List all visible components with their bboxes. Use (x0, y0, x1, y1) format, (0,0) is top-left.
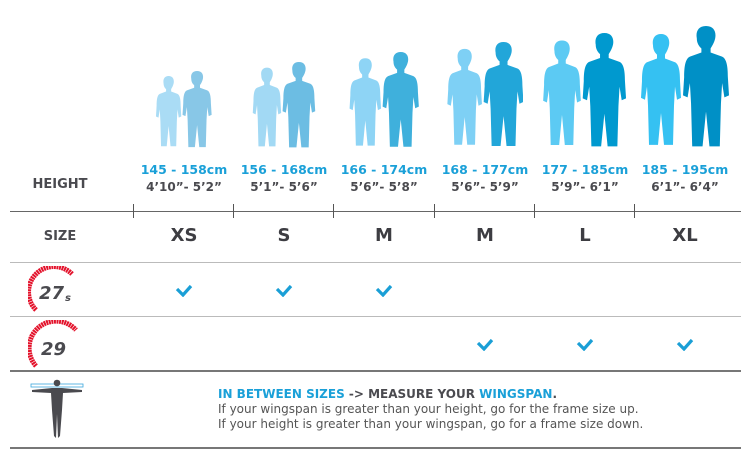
female-rider-silhouette (446, 49, 482, 146)
column-tick (534, 204, 535, 218)
size-m: M (375, 225, 393, 246)
wheel-27-5-logo: 27 s (26, 264, 88, 320)
rider-pair-m (446, 42, 524, 147)
height-ft: 5’6”- 5’9” (451, 180, 519, 194)
wingspan-line-1: If your wingspan is greater than your he… (218, 402, 639, 416)
column-tick (233, 204, 234, 218)
column-tick (333, 204, 334, 218)
female-rider-silhouette (252, 67, 282, 147)
wingspan-heading-highlight2: WINGSPAN (479, 387, 553, 401)
height-cm: 168 - 177cm (441, 162, 529, 177)
column-tick (133, 204, 134, 218)
size-xl: XL (672, 225, 698, 246)
check-icon (334, 282, 434, 301)
check-icon (635, 336, 735, 355)
height-cm: 185 - 195cm (641, 162, 729, 177)
size-label: SIZE (43, 229, 77, 244)
female-rider-silhouette (156, 76, 182, 147)
female-rider-silhouette (543, 40, 582, 145)
male-rider-silhouette (583, 32, 627, 147)
rider-pair-xl (641, 25, 729, 146)
check-icon (134, 282, 234, 301)
female-rider-silhouette (349, 58, 381, 146)
height-ft: 5’1”- 5’6” (250, 180, 318, 194)
height-label: HEIGHT (32, 177, 88, 192)
wingspan-heading-middle: -> MEASURE YOUR (344, 387, 480, 401)
wingspan-heading-highlight: IN BETWEEN SIZES (218, 387, 345, 401)
size-m: M (476, 225, 494, 246)
check-icon (535, 336, 635, 355)
height-cm: 166 - 174cm (340, 162, 428, 177)
height-cm: 145 - 158cm (140, 162, 228, 177)
height-ft: 5’9”- 6’1” (551, 180, 619, 194)
male-rider-silhouette (382, 52, 419, 147)
height-ft: 4’10”- 5’2” (146, 180, 222, 194)
male-rider-silhouette (282, 61, 316, 148)
svg-text:27: 27 (39, 283, 65, 304)
column-tick (434, 204, 435, 218)
height-cm: 156 - 168cm (240, 162, 328, 177)
wheel-29-logo: 29 (26, 318, 88, 374)
column-tick (634, 204, 635, 218)
male-rider-silhouette (683, 25, 729, 146)
divider (10, 370, 741, 372)
height-cm: 177 - 185cm (541, 162, 629, 177)
divider (10, 316, 741, 317)
rider-pair-m (349, 52, 419, 147)
size-xs: XS (170, 225, 198, 246)
wingspan-line-2: If your height is greater than your wing… (218, 417, 644, 431)
check-icon (234, 282, 334, 301)
height-ft: 6’1”- 6’4” (651, 180, 719, 194)
svg-text:s: s (65, 293, 71, 304)
male-rider-silhouette (182, 71, 212, 148)
wingspan-figure-icon (28, 378, 88, 446)
rider-pair-s (252, 61, 316, 148)
height-ft: 5’6”- 5’8” (350, 180, 418, 194)
check-icon (435, 336, 535, 355)
size-s: S (277, 225, 291, 246)
wingspan-heading: IN BETWEEN SIZES -> MEASURE YOUR WINGSPA… (218, 387, 557, 402)
divider (10, 211, 741, 212)
size-l: L (579, 225, 591, 246)
divider (10, 447, 741, 449)
wingspan-heading-end: . (552, 387, 557, 401)
rider-pair-xs (156, 71, 212, 148)
svg-text:29: 29 (41, 339, 66, 360)
divider (10, 262, 741, 263)
female-rider-silhouette (641, 33, 681, 145)
male-rider-silhouette (483, 42, 524, 147)
rider-pair-l (543, 32, 627, 147)
